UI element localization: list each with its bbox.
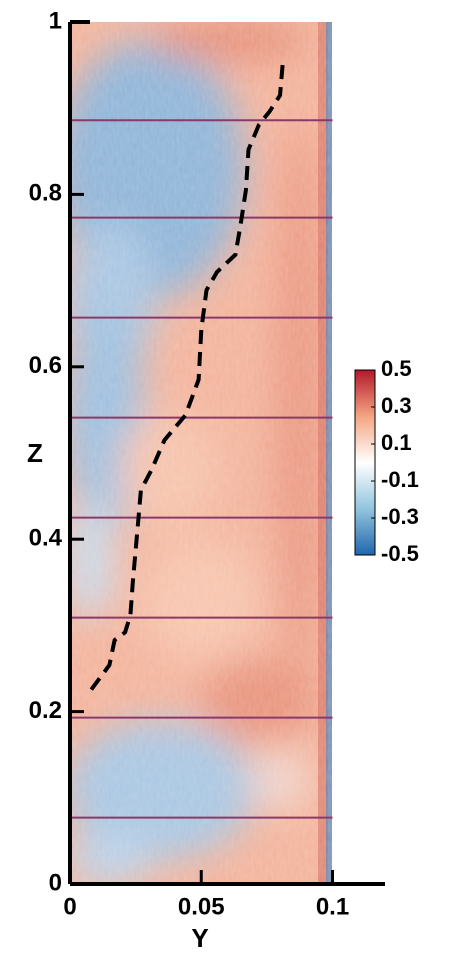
x-tick-label: 0.1 (316, 893, 349, 920)
colorbar-tick-label: -0.1 (381, 467, 419, 492)
contour-field (70, 22, 332, 884)
y-tick-label: 0.4 (29, 525, 63, 552)
colorbar-tick-label: 0.5 (381, 356, 412, 381)
colorbar-tick-label: 0.1 (381, 430, 412, 455)
colorbar (354, 369, 376, 556)
colorbar-tick-label: 0.3 (381, 393, 412, 418)
x-tick-label: 0 (63, 893, 76, 920)
y-tick-label: 0.6 (29, 352, 62, 379)
profile-line (89, 64, 285, 692)
x-axis-label: Y (191, 923, 208, 953)
y-tick-label: 0.8 (29, 180, 62, 207)
colorbar-tick-label: -0.5 (381, 541, 419, 566)
y-tick-label: 1 (49, 7, 62, 34)
x-tick-label: 0.05 (178, 893, 225, 920)
colorbar-tick-label: -0.3 (381, 504, 419, 529)
y-axis-label: Z (27, 438, 43, 468)
y-tick-label: 0.2 (29, 697, 62, 724)
y-tick-label: 0 (49, 869, 62, 896)
